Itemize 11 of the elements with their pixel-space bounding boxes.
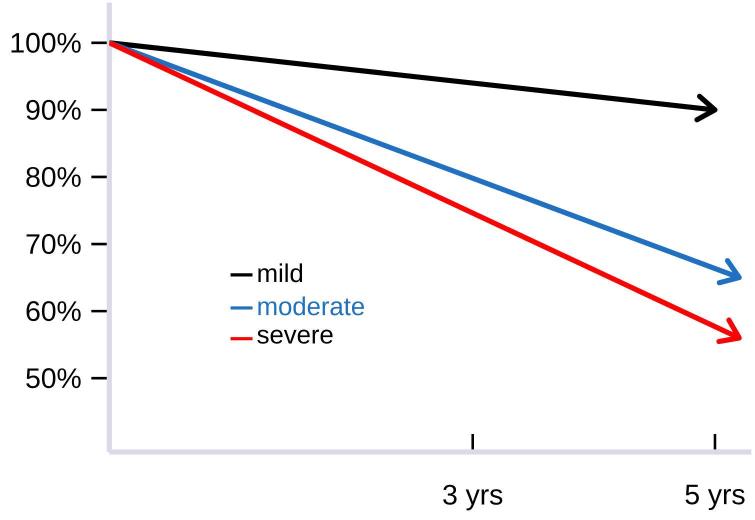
legend-label: severe	[257, 330, 333, 344]
y-tick-label: 60%	[26, 301, 81, 322]
y-tick-label: 80%	[26, 167, 81, 188]
legend-label: mild	[258, 264, 302, 282]
y-tick-label: 90%	[26, 100, 81, 120]
legend-label: moderate	[258, 296, 364, 316]
y-tick-label: 70%	[26, 234, 81, 254]
x-tick-label: 5 yrs	[686, 484, 745, 510]
y-tick-label: 100%	[12, 32, 81, 53]
y-tick-label: 50%	[26, 368, 81, 388]
x-tick-label: 3 yrs	[443, 484, 502, 510]
